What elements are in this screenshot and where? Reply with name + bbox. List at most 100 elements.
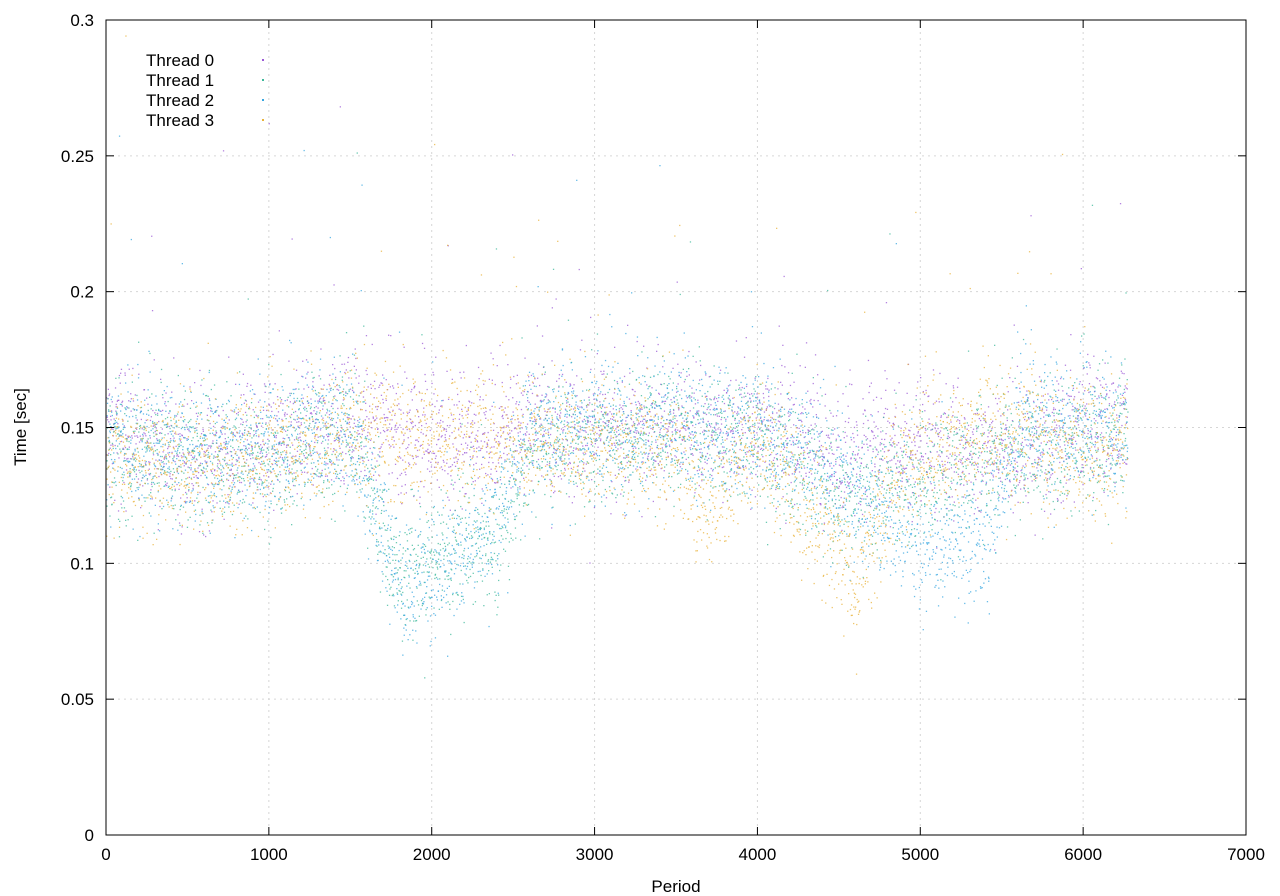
- data-point: [635, 427, 637, 429]
- data-point: [222, 150, 225, 152]
- data-point: [989, 424, 991, 426]
- data-point: [610, 427, 612, 430]
- data-point: [306, 456, 308, 458]
- data-point: [197, 471, 200, 474]
- data-point: [606, 425, 608, 427]
- data-point: [511, 430, 513, 432]
- data-point: [452, 484, 454, 486]
- data-point: [905, 453, 907, 456]
- data-point: [1034, 459, 1036, 461]
- data-point: [405, 492, 407, 494]
- data-point: [679, 394, 681, 396]
- data-point: [906, 422, 908, 425]
- data-point: [1113, 403, 1115, 405]
- data-point: [394, 425, 396, 427]
- data-point: [334, 378, 337, 381]
- data-point: [465, 529, 467, 531]
- data-point: [739, 458, 741, 460]
- data-point: [1016, 470, 1018, 472]
- data-point: [1005, 424, 1007, 426]
- data-point: [676, 473, 679, 475]
- data-point: [595, 485, 598, 487]
- data-point: [575, 482, 577, 484]
- data-point: [794, 503, 796, 506]
- data-point: [826, 489, 828, 491]
- data-point: [423, 544, 426, 546]
- data-point: [662, 438, 664, 440]
- data-point: [383, 489, 385, 491]
- data-point: [708, 457, 710, 460]
- data-point: [324, 403, 326, 405]
- data-point: [316, 470, 318, 472]
- data-point: [424, 677, 426, 679]
- data-point: [918, 435, 920, 437]
- data-point: [675, 431, 677, 433]
- data-point: [300, 422, 302, 424]
- data-point: [231, 462, 233, 464]
- data-point: [524, 450, 526, 453]
- data-point: [244, 429, 246, 431]
- data-point: [646, 413, 648, 415]
- data-point: [541, 475, 543, 477]
- data-point: [229, 498, 231, 501]
- data-point: [594, 493, 596, 495]
- data-point: [1059, 439, 1061, 441]
- data-point: [454, 536, 456, 538]
- data-point: [568, 496, 570, 498]
- data-point: [568, 392, 570, 394]
- data-point: [986, 466, 988, 468]
- data-point: [414, 560, 416, 563]
- data-point: [284, 501, 286, 503]
- data-point: [858, 486, 860, 488]
- data-point: [345, 453, 347, 455]
- data-point: [345, 369, 347, 371]
- data-point: [730, 462, 732, 464]
- data-point: [386, 529, 388, 531]
- data-point: [513, 458, 515, 460]
- data-point: [525, 457, 527, 459]
- data-point: [548, 452, 550, 455]
- data-point: [898, 382, 900, 384]
- data-point: [683, 381, 686, 383]
- data-point: [926, 471, 928, 473]
- data-point: [347, 442, 349, 444]
- data-point: [318, 472, 320, 474]
- data-point: [195, 475, 197, 477]
- data-point: [768, 463, 771, 465]
- data-point: [191, 400, 193, 402]
- data-point: [357, 433, 359, 435]
- data-point: [167, 446, 170, 448]
- data-point: [384, 529, 386, 531]
- data-point: [1053, 407, 1055, 409]
- data-point: [483, 383, 485, 385]
- data-point: [882, 480, 884, 483]
- data-point: [142, 477, 144, 479]
- data-point: [499, 479, 502, 481]
- data-point: [559, 490, 561, 492]
- data-point: [274, 432, 277, 434]
- data-point: [805, 472, 807, 474]
- data-point: [713, 398, 715, 401]
- data-point: [160, 460, 162, 462]
- data-point: [878, 498, 881, 500]
- data-point: [289, 464, 291, 466]
- data-point: [246, 382, 249, 385]
- data-point: [679, 463, 681, 465]
- data-point: [881, 438, 883, 440]
- data-point: [578, 268, 580, 271]
- data-point: [1100, 384, 1102, 386]
- data-point: [421, 398, 423, 401]
- data-point: [248, 426, 250, 429]
- data-point: [274, 383, 276, 385]
- data-point: [856, 434, 859, 436]
- data-point: [186, 438, 188, 440]
- data-point: [1096, 398, 1098, 400]
- data-point: [440, 419, 442, 422]
- data-point: [883, 451, 886, 453]
- data-point: [1054, 431, 1056, 433]
- data-point: [551, 414, 553, 417]
- data-point: [587, 433, 589, 436]
- data-point: [1057, 389, 1060, 391]
- data-point: [957, 377, 959, 379]
- data-point: [557, 476, 560, 478]
